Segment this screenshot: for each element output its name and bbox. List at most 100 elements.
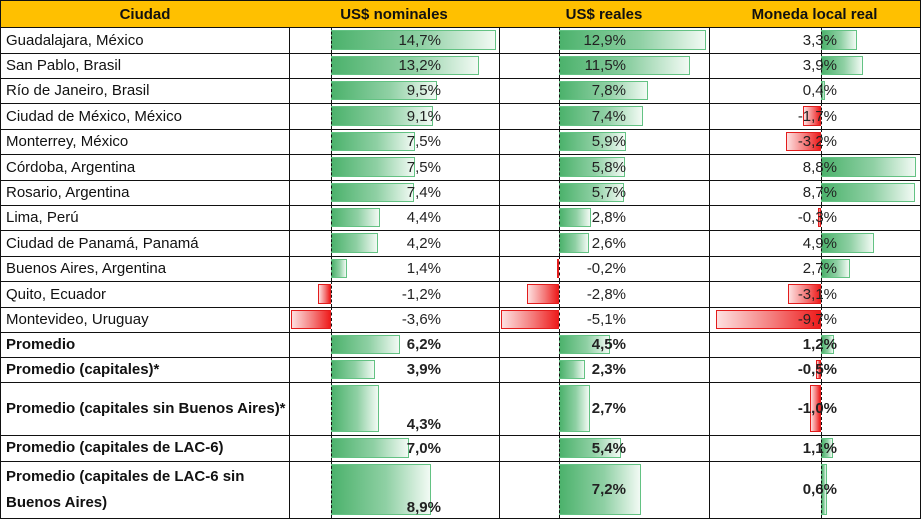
cell-moneda-local-real: 0,6% [709, 461, 921, 519]
row-city-label: Rosario, Argentina [0, 180, 290, 206]
row-city-label: Ciudad de Panamá, Panamá [0, 230, 290, 257]
positive-data-bar [331, 464, 431, 515]
zero-axis-line [559, 103, 560, 129]
cell-moneda-local-real: -1,0% [709, 382, 921, 436]
cell-usd-reales: 2,8% [499, 205, 710, 231]
positive-data-bar [331, 157, 415, 177]
row-city-label: Promedio (capitales)* [0, 357, 290, 383]
positive-data-bar [331, 183, 414, 202]
negative-data-bar [810, 385, 821, 432]
cell-moneda-local-real: -9,7% [709, 307, 921, 333]
zero-axis-line [559, 382, 560, 435]
zero-axis-line [331, 256, 332, 281]
cell-usd-reales: -5,1% [499, 307, 710, 333]
cell-value: 1,4% [406, 260, 441, 277]
zero-axis-line [331, 382, 332, 435]
row-city-label: Promedio [0, 332, 290, 358]
positive-data-bar [559, 360, 586, 379]
cell-value: 4,5% [591, 336, 626, 353]
cell-usd-reales: 5,4% [499, 435, 710, 462]
positive-data-bar [559, 385, 590, 432]
positive-data-bar [559, 30, 707, 50]
cell-moneda-local-real: 3,9% [709, 53, 921, 79]
row-city-label: Lima, Perú [0, 205, 290, 231]
zero-axis-line [821, 129, 822, 154]
cell-value: 6,2% [406, 336, 441, 353]
cell-usd-nominales: 13,2% [289, 53, 500, 79]
cell-value: 11,5% [584, 57, 626, 74]
cell-value: 9,5% [406, 82, 441, 99]
cell-usd-nominales: 7,0% [289, 435, 500, 462]
row-city-label: San Pablo, Brasil [0, 53, 290, 79]
cell-usd-nominales: 14,7% [289, 27, 500, 54]
cell-moneda-local-real: -0,5% [709, 357, 921, 383]
cell-value: 8,7% [802, 184, 837, 201]
zero-axis-line [331, 357, 332, 382]
cell-value: -3,6% [401, 311, 441, 328]
cell-usd-reales: 12,9% [499, 27, 710, 54]
negative-data-bar [786, 132, 821, 151]
cell-moneda-local-real: -1,7% [709, 103, 921, 130]
negative-data-bar [290, 310, 331, 329]
cell-usd-reales: 2,6% [499, 230, 710, 257]
cell-usd-nominales: -1,2% [289, 281, 500, 308]
cell-value: 5,8% [591, 158, 626, 176]
cell-usd-nominales: 1,4% [289, 256, 500, 282]
zero-axis-line [821, 332, 822, 357]
positive-data-bar [331, 259, 347, 278]
cell-moneda-local-real: -3,1% [709, 281, 921, 308]
zero-axis-line [821, 103, 822, 129]
header-usd-reales: US$ reales [499, 0, 710, 28]
positive-data-bar [331, 335, 401, 354]
cell-value: 2,8% [591, 209, 626, 226]
zero-axis-line [331, 230, 332, 256]
zero-axis-line [559, 78, 560, 103]
cell-value: 4,4% [406, 209, 441, 226]
zero-axis-line [821, 230, 822, 256]
positive-data-bar [331, 385, 380, 432]
cell-value: 2,7% [802, 260, 837, 277]
cell-usd-nominales: 9,5% [289, 78, 500, 104]
cell-usd-nominales: 6,2% [289, 332, 500, 358]
positive-data-bar [331, 208, 381, 227]
zero-axis-line [559, 281, 560, 307]
zero-axis-line [559, 307, 560, 332]
zero-axis-line [821, 78, 822, 103]
positive-data-bar [331, 360, 375, 379]
cell-value: 4,2% [406, 234, 441, 252]
cell-value: 14,7% [398, 31, 441, 49]
cell-value: 2,3% [591, 361, 626, 378]
cell-usd-reales: 4,5% [499, 332, 710, 358]
cell-value: 12,9% [583, 31, 626, 49]
cell-moneda-local-real: 2,7% [709, 256, 921, 282]
cell-usd-nominales: -3,6% [289, 307, 500, 333]
positive-data-bar [331, 233, 379, 253]
cell-value: 7,4% [591, 107, 626, 125]
cell-usd-reales: 2,3% [499, 357, 710, 383]
cell-value: -0,3% [797, 209, 837, 226]
zero-axis-line [331, 78, 332, 103]
zero-axis-line [559, 256, 560, 281]
cell-value: 8,9% [406, 499, 441, 516]
zero-axis-line [331, 435, 332, 461]
row-city-label: Promedio (capitales de LAC-6) [0, 435, 290, 462]
zero-axis-line [821, 180, 822, 205]
cell-value: 7,8% [591, 82, 626, 99]
cell-usd-nominales: 7,5% [289, 154, 500, 181]
row-city-label: Ciudad de México, México [0, 103, 290, 130]
cell-value: 8,8% [802, 158, 837, 176]
zero-axis-line [821, 357, 822, 382]
cell-value: 7,5% [406, 158, 441, 176]
row-city-label: Córdoba, Argentina [0, 154, 290, 181]
cell-usd-reales: -0,2% [499, 256, 710, 282]
zero-axis-line [331, 27, 332, 53]
cell-value: 7,0% [406, 439, 441, 457]
cell-value: -0,2% [586, 260, 626, 277]
cell-value: -3,2% [797, 133, 837, 150]
zero-axis-line [559, 129, 560, 154]
cell-moneda-local-real: 3,3% [709, 27, 921, 54]
cell-value: -3,1% [797, 285, 837, 303]
cell-value: 3,9% [802, 57, 837, 74]
cell-usd-reales: 7,4% [499, 103, 710, 130]
